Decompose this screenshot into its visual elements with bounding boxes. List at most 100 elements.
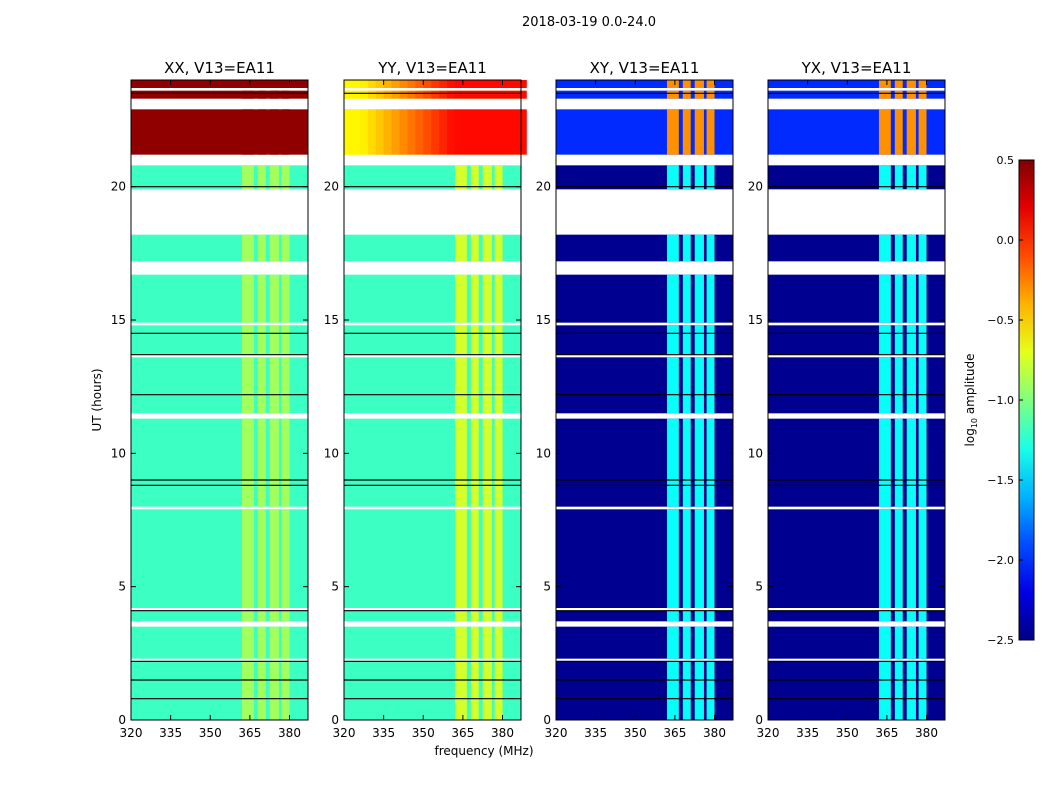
- heat-cell: [906, 626, 916, 659]
- heat-cell: [482, 610, 492, 622]
- heat-cell: [351, 90, 361, 99]
- heat-cell: [682, 109, 691, 155]
- heat-cell: [269, 418, 279, 507]
- heat-cell: [894, 80, 903, 88]
- heat-cell: [682, 418, 691, 507]
- heat-cell: [344, 109, 353, 155]
- heat-cell: [281, 610, 290, 622]
- heat-cell: [241, 626, 254, 659]
- heat-cell: [918, 109, 927, 155]
- heat-cell: [478, 80, 488, 88]
- heat-cell: [359, 109, 369, 155]
- data-segment: [131, 234, 308, 262]
- heat-cell: [494, 325, 503, 355]
- heat-cell: [257, 109, 266, 155]
- heat-cell: [383, 109, 393, 155]
- colorbar-tick-label: 0.5: [997, 154, 1015, 167]
- data-segment: [344, 610, 521, 622]
- heat-cell: [706, 274, 715, 323]
- heat-cell: [399, 90, 408, 99]
- heat-cell: [894, 661, 903, 720]
- heat-cell: [494, 109, 504, 155]
- x-tick-label: 380: [703, 726, 726, 740]
- heat-cell: [494, 90, 504, 99]
- heat-cell: [281, 661, 290, 720]
- heat-cell: [894, 325, 903, 355]
- heat-cell: [694, 325, 704, 355]
- x-tick-label: 320: [120, 726, 143, 740]
- x-tick-label: 380: [278, 726, 301, 740]
- heat-cell: [694, 274, 704, 323]
- heat-cell: [454, 626, 467, 659]
- y-tick-label: 10: [748, 446, 763, 460]
- heat-cell: [502, 80, 511, 88]
- heat-cell: [447, 90, 456, 99]
- heat-cell: [470, 357, 479, 414]
- heat-cell: [894, 357, 903, 414]
- heat-cell: [431, 90, 440, 99]
- x-tick-label: 365: [875, 726, 898, 740]
- panel-title: YX, V13=EA11: [801, 59, 912, 77]
- heat-cell: [391, 109, 400, 155]
- data-segment: [131, 325, 308, 355]
- heat-cell: [694, 234, 704, 262]
- heat-cell: [359, 80, 369, 88]
- heat-cell: [682, 234, 691, 262]
- heat-cell: [502, 109, 511, 155]
- heat-cell: [494, 234, 503, 262]
- heat-cell: [391, 80, 400, 88]
- heat-cell: [666, 165, 679, 190]
- heat-cell: [257, 509, 266, 608]
- heat-cell: [281, 90, 290, 99]
- heat-cell: [878, 661, 891, 720]
- heat-cell: [375, 90, 385, 99]
- heat-cell: [878, 626, 891, 659]
- heat-cell: [706, 661, 715, 720]
- data-segment: [131, 80, 308, 88]
- heat-cell: [694, 357, 704, 414]
- heat-cell: [447, 80, 456, 88]
- heat-cell: [706, 234, 715, 262]
- data-segment: [344, 509, 521, 608]
- axes-frame: [555, 79, 734, 721]
- data-segment: [556, 165, 733, 190]
- panel-title: XX, V13=EA11: [164, 59, 275, 77]
- heat-cell: [706, 509, 715, 608]
- heat-cell: [502, 90, 511, 99]
- heat-cell: [478, 90, 488, 99]
- data-segment: [344, 274, 521, 323]
- heat-cell: [241, 325, 254, 355]
- heat-cell: [666, 109, 679, 155]
- heat-cell: [281, 274, 290, 323]
- heat-cell: [894, 90, 903, 99]
- data-segment: [768, 509, 945, 608]
- heat-cell: [682, 80, 691, 88]
- heat-cell: [482, 626, 492, 659]
- heat-cell: [269, 90, 279, 99]
- heat-cell: [494, 509, 503, 608]
- data-segment: [556, 357, 733, 414]
- data-segment: [344, 234, 521, 262]
- heat-cell: [359, 90, 369, 99]
- heat-cell: [666, 509, 679, 608]
- data-segment: [344, 165, 521, 190]
- heat-cell: [454, 325, 467, 355]
- data-segment: [768, 357, 945, 414]
- heat-cell: [918, 661, 927, 720]
- heat-cell: [906, 109, 916, 155]
- heat-cell: [257, 357, 266, 414]
- heat-cell: [518, 90, 527, 99]
- heat-cell: [462, 90, 472, 99]
- heat-cell: [281, 109, 290, 155]
- heat-cell: [407, 90, 416, 99]
- y-tick-label: 10: [536, 446, 551, 460]
- heat-cell: [878, 80, 891, 88]
- heat-cell: [510, 109, 519, 155]
- heat-cell: [482, 274, 492, 323]
- x-tick-label: 335: [796, 726, 819, 740]
- heat-cell: [482, 234, 492, 262]
- data-segment: [556, 234, 733, 262]
- heat-cell: [482, 418, 492, 507]
- heat-cell: [706, 610, 715, 622]
- data-segment: [131, 418, 308, 507]
